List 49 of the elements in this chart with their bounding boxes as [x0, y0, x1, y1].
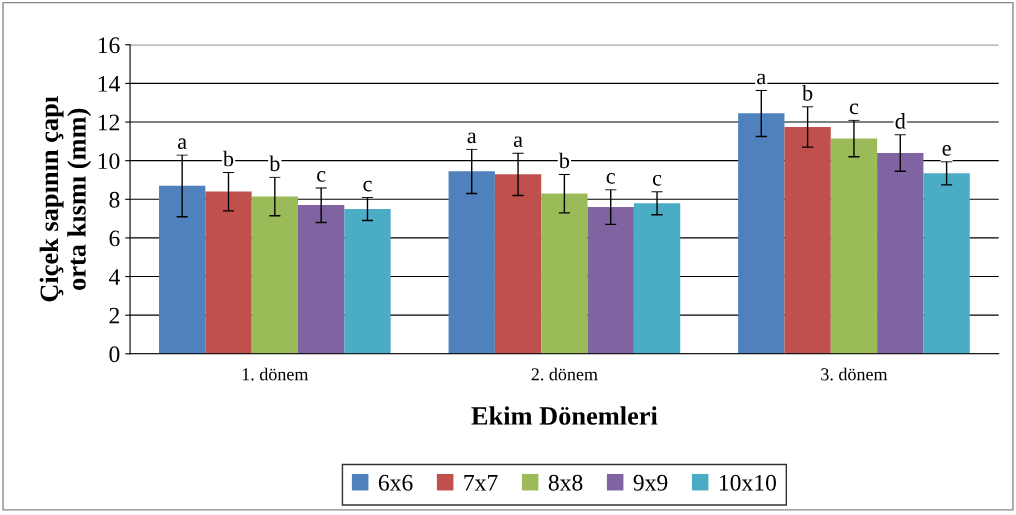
legend-label: 6x6: [378, 474, 413, 491]
y-tick-label: 0: [109, 346, 120, 363]
annotation: b: [802, 85, 813, 101]
bar: [541, 193, 588, 354]
annotation: b: [558, 152, 570, 169]
annotation: d: [895, 113, 906, 129]
y-tick-label: 14: [98, 76, 120, 92]
annotation: e: [942, 145, 951, 156]
y-tick-label: 12: [98, 114, 120, 131]
bar: [877, 152, 924, 354]
bar: [159, 185, 206, 354]
legend-label: 7x7: [464, 475, 498, 491]
legend-label: 9x9: [633, 474, 668, 491]
y-tick-label: 8: [109, 191, 120, 208]
bar: [633, 203, 681, 354]
annotation: c: [363, 180, 372, 192]
annotation: c: [317, 171, 326, 182]
bar: [448, 171, 495, 354]
annotation: a: [757, 73, 766, 85]
y-tick-label: 6: [109, 230, 120, 247]
legend-label: 10x10: [719, 474, 776, 491]
bar: [784, 126, 831, 354]
bar: [494, 174, 542, 354]
x-tick-label: 2. dönem: [531, 367, 598, 381]
annotation: a: [467, 132, 477, 144]
bar: [297, 205, 345, 354]
annotation: a: [513, 136, 523, 148]
bar: [923, 173, 970, 354]
annotation: c: [652, 174, 662, 186]
legend-label: 8x8: [548, 474, 583, 491]
bar: [344, 208, 391, 354]
bar: [205, 191, 252, 354]
bar: [738, 113, 785, 354]
bar: [830, 138, 878, 354]
y-tick-label: 2: [109, 307, 120, 324]
bar: [587, 207, 634, 354]
x-axis-title: Ekim Dönemleri: [471, 406, 658, 425]
y-tick-label: 4: [108, 269, 120, 285]
bar: [251, 196, 298, 354]
y-tick-label: 10: [98, 153, 120, 170]
y-axis-title: Çiçek sapının çapı orta kısmı (mm): [39, 96, 92, 302]
annotation: c: [606, 173, 615, 184]
annotation: b: [269, 155, 280, 172]
x-tick-label: 1. dönem: [242, 367, 309, 381]
annotation: c: [849, 103, 859, 115]
x-tick-label: 3. dönem: [821, 367, 888, 381]
annotation: a: [178, 138, 187, 149]
y-tick-label: 16: [98, 37, 120, 54]
annotation: b: [222, 150, 234, 167]
